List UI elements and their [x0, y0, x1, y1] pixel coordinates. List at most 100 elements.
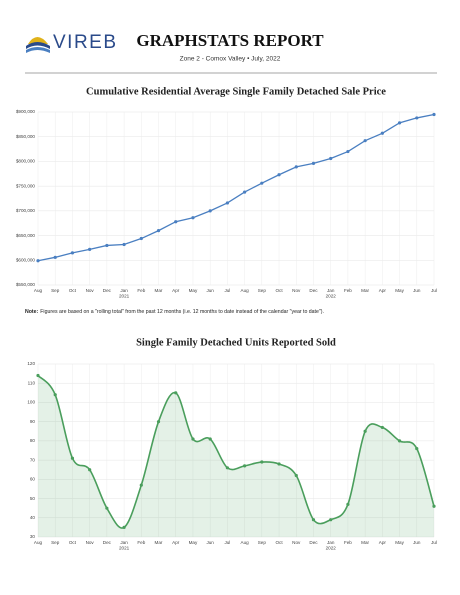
x-tick-label: May [395, 288, 404, 293]
logo-text: VIREB [53, 32, 118, 53]
y-tick-label: $650,000 [16, 233, 36, 238]
x-tick-label: Jun [206, 540, 214, 545]
point [277, 173, 281, 177]
point [105, 506, 109, 510]
point [260, 460, 264, 464]
x-year-label: 2022 [326, 294, 337, 299]
point [174, 220, 178, 224]
point [346, 149, 350, 154]
x-tick-label: Mar [155, 288, 163, 293]
x-tick-label: Jan [327, 540, 335, 545]
point [380, 131, 384, 135]
x-tick-label: Oct [275, 540, 283, 545]
x-tick-label: Mar [361, 288, 369, 293]
point [397, 439, 402, 443]
point [53, 393, 57, 397]
point [88, 468, 92, 472]
point [70, 251, 75, 255]
point [294, 165, 298, 169]
x-tick-label: Jun [206, 288, 214, 293]
line [37, 113, 435, 262]
chart-title: Single Family Detached Units Reported So… [136, 337, 336, 348]
x-tick-label: Apr [172, 540, 180, 545]
point [156, 420, 161, 424]
x-tick-label: Aug [34, 288, 43, 293]
x-tick-label: May [189, 288, 198, 293]
y-tick-label: 60 [30, 477, 36, 482]
x-tick-label: Sep [51, 288, 60, 293]
x-tick-label: Sep [51, 540, 60, 545]
x-tick-label: Nov [86, 540, 95, 545]
point [225, 201, 229, 205]
point [329, 518, 333, 522]
point [208, 209, 212, 213]
x-tick-label: Nov [292, 540, 301, 545]
point [243, 190, 247, 194]
x-tick-label: Dec [103, 540, 112, 545]
x-tick-label: Feb [344, 540, 352, 545]
x-tick-label: Jul [224, 540, 230, 545]
y-tick-label: 100 [27, 400, 35, 405]
y-tick-label: $550,000 [16, 282, 36, 287]
point [191, 216, 195, 220]
x-tick-label: Nov [86, 288, 95, 293]
y-tick-label: $850,000 [16, 134, 36, 139]
note: Note: Figures are based on a "rolling tot… [25, 309, 324, 315]
x-tick-label: May [189, 540, 198, 545]
x-tick-label: Aug [241, 540, 250, 545]
point [277, 462, 281, 466]
x-tick-label: Jul [431, 540, 437, 545]
point [225, 466, 229, 470]
point [415, 116, 419, 120]
note-text: Figures are based on a "rolling total" f… [40, 309, 324, 315]
x-tick-label: Jan [120, 288, 128, 293]
point [380, 425, 384, 430]
x-tick-label: Jul [431, 288, 437, 293]
point [243, 464, 247, 468]
point [311, 518, 316, 522]
x-tick-label: Oct [69, 540, 77, 545]
point [105, 243, 109, 248]
x-tick-label: Dec [103, 288, 112, 293]
point [432, 504, 436, 508]
y-tick-label: 70 [30, 457, 36, 462]
x-tick-label: Apr [172, 288, 180, 293]
point [36, 373, 40, 378]
point [397, 121, 402, 125]
x-tick-label: Aug [241, 288, 250, 293]
point [311, 161, 316, 166]
point [346, 502, 350, 506]
point [174, 391, 178, 395]
y-tick-label: $900,000 [16, 109, 36, 114]
x-tick-label: Sep [258, 288, 267, 293]
y-tick-label: 40 [30, 515, 36, 520]
point [156, 229, 161, 233]
x-tick-label: Apr [379, 540, 387, 545]
report-title: GRAPHSTATS REPORT [136, 31, 324, 50]
point [432, 112, 436, 117]
point [53, 255, 57, 259]
x-tick-label: May [395, 540, 404, 545]
x-tick-label: Dec [309, 288, 318, 293]
point [294, 473, 298, 478]
point [36, 259, 40, 263]
y-tick-label: $700,000 [16, 208, 36, 213]
y-tick-label: $600,000 [16, 258, 36, 263]
point [191, 437, 195, 441]
y-tick-label: 110 [28, 380, 36, 385]
x-tick-label: Aug [34, 540, 43, 545]
x-tick-label: Jul [224, 288, 230, 293]
chart-title: Cumulative Residential Average Single Fa… [86, 86, 386, 97]
x-tick-label: Oct [275, 288, 283, 293]
point [363, 139, 367, 143]
point [260, 181, 264, 185]
chart: Cumulative Residential Average Single Fa… [16, 86, 437, 298]
point [329, 156, 333, 161]
x-tick-label: Jan [327, 288, 335, 293]
area-fill [38, 375, 434, 537]
y-tick-label: 30 [30, 534, 36, 539]
point [208, 437, 212, 441]
point [70, 456, 75, 460]
note-label: Note: [25, 309, 39, 315]
